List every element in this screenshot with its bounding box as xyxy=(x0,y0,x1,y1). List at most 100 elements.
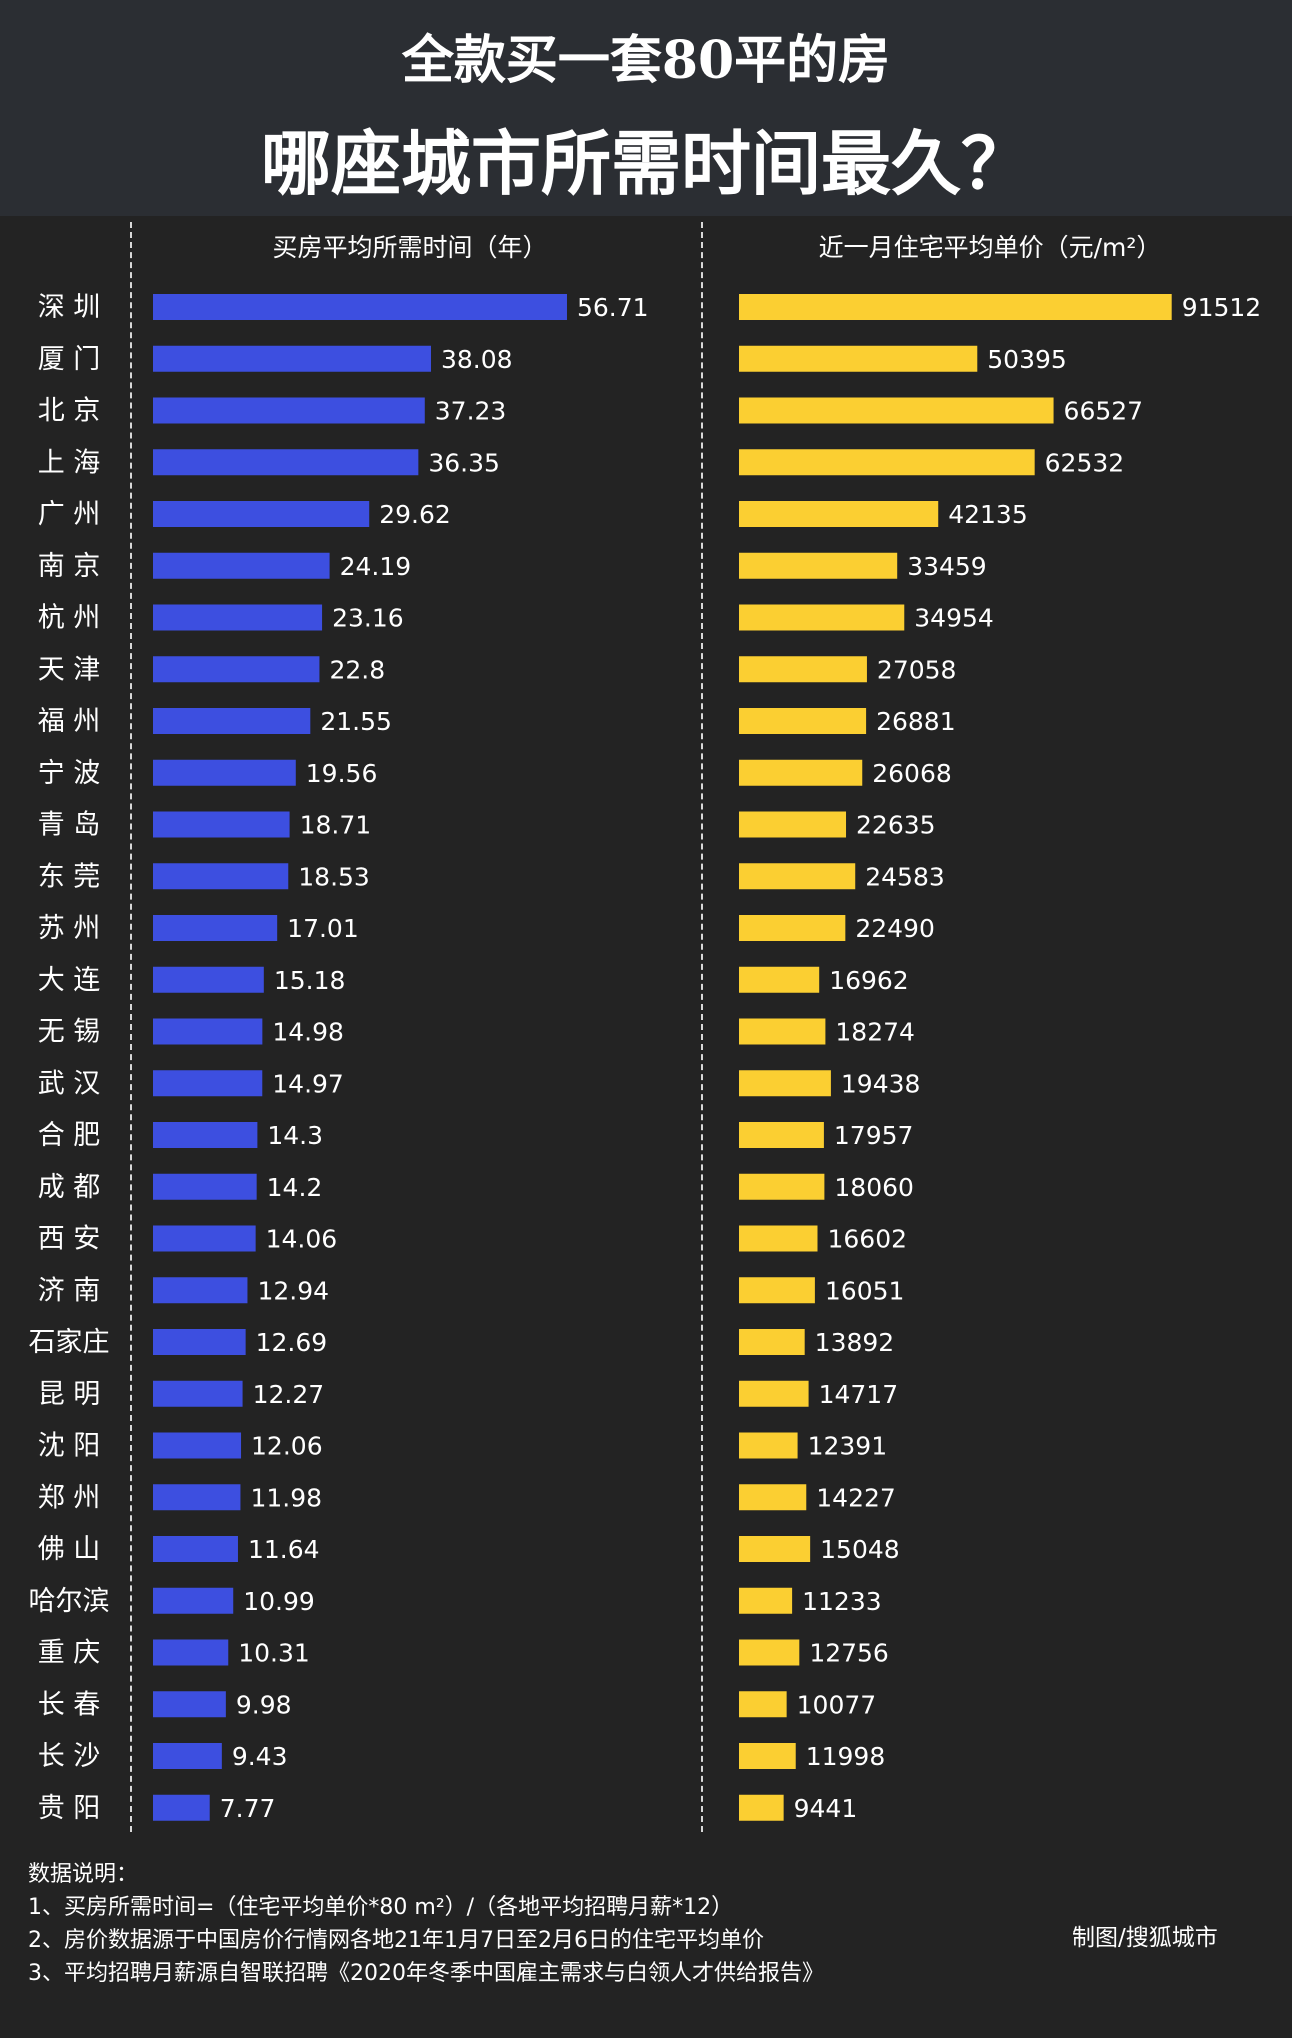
price-value-label: 62532 xyxy=(1045,448,1125,477)
price-value-label: 11998 xyxy=(806,1742,886,1771)
years-value-label: 11.98 xyxy=(250,1483,322,1512)
city-label: 北 京 xyxy=(38,396,101,427)
years-value-label: 19.56 xyxy=(306,759,378,788)
years-value-label: 15.18 xyxy=(274,966,346,995)
city-label: 佛 山 xyxy=(38,1534,101,1565)
price-bar xyxy=(739,1018,826,1045)
city-label: 东 莞 xyxy=(38,861,101,892)
price-value-label: 27058 xyxy=(877,655,957,684)
price-value-label: 11233 xyxy=(802,1587,882,1616)
city-label: 石家庄 xyxy=(29,1327,110,1358)
years-value-label: 56.71 xyxy=(577,293,649,322)
years-bar xyxy=(153,1484,241,1511)
years-value-label: 9.98 xyxy=(236,1690,292,1719)
city-label: 昆 明 xyxy=(38,1379,101,1410)
price-bar xyxy=(739,1639,800,1666)
years-bar xyxy=(153,1018,263,1045)
years-value-label: 14.97 xyxy=(272,1069,344,1098)
price-value-label: 12756 xyxy=(809,1639,889,1668)
years-value-label: 18.71 xyxy=(300,811,372,840)
price-bar xyxy=(739,1122,824,1148)
years-bar xyxy=(153,1329,246,1355)
price-value-label: 18060 xyxy=(834,1173,914,1202)
price-bar xyxy=(739,1484,807,1511)
years-chart-title: 买房平均所需时间（年） xyxy=(272,233,548,262)
years-value-label: 12.27 xyxy=(253,1380,325,1409)
years-value-label: 14.06 xyxy=(266,1225,338,1254)
price-value-label: 22490 xyxy=(855,914,935,943)
title-line-1: 全款买一套80平的房 xyxy=(401,30,891,91)
price-value-label: 14227 xyxy=(816,1483,896,1512)
price-value-label: 24583 xyxy=(865,862,945,891)
city-label: 长 春 xyxy=(38,1689,101,1720)
city-label: 沈 阳 xyxy=(38,1431,101,1462)
city-label: 上 海 xyxy=(38,447,101,478)
price-value-label: 9441 xyxy=(794,1794,858,1823)
years-value-label: 7.77 xyxy=(220,1794,276,1823)
years-value-label: 22.8 xyxy=(329,655,385,684)
price-value-label: 15048 xyxy=(820,1535,900,1564)
city-label: 深 圳 xyxy=(38,292,101,323)
city-label: 西 安 xyxy=(38,1224,101,1255)
city-label: 郑 州 xyxy=(38,1482,101,1513)
price-bar xyxy=(739,501,939,527)
city-label: 长 沙 xyxy=(38,1741,101,1772)
city-label: 重 庆 xyxy=(38,1638,101,1669)
years-value-label: 10.99 xyxy=(243,1587,315,1616)
years-bar xyxy=(153,1225,256,1252)
notes-line-1: 1、买房所需时间=（住宅平均单价*80 m²）/（各地平均招聘月薪*12） xyxy=(28,1895,734,1920)
city-label: 成 都 xyxy=(38,1172,101,1203)
city-label: 厦 门 xyxy=(38,344,101,375)
city-label: 宁 波 xyxy=(38,758,101,789)
price-value-label: 42135 xyxy=(948,500,1028,529)
header-banner: 全款买一套80平的房 哪座城市所需时间最久？ xyxy=(0,0,1292,216)
years-bar xyxy=(153,604,323,631)
years-bar xyxy=(153,1691,226,1718)
years-bar xyxy=(153,708,311,734)
chart-credit: 制图/搜狐城市 xyxy=(1072,1925,1218,1951)
title-line-2: 哪座城市所需时间最久？ xyxy=(261,122,1031,205)
price-bar xyxy=(739,759,863,786)
years-bar xyxy=(153,915,278,941)
price-value-label: 12391 xyxy=(808,1432,888,1461)
years-value-label: 14.98 xyxy=(272,1018,344,1047)
price-bar xyxy=(739,1070,831,1097)
price-bar xyxy=(739,863,856,890)
city-label: 广 州 xyxy=(38,499,101,530)
city-label: 福 州 xyxy=(38,706,101,737)
years-value-label: 12.69 xyxy=(256,1328,328,1357)
price-value-label: 13892 xyxy=(815,1328,895,1357)
years-value-label: 17.01 xyxy=(287,914,359,943)
years-bar xyxy=(153,1536,238,1562)
price-bar xyxy=(739,1277,815,1304)
years-bar xyxy=(153,1432,242,1459)
price-value-label: 14717 xyxy=(819,1380,899,1409)
price-bar xyxy=(739,1329,805,1355)
years-bar xyxy=(153,552,330,579)
price-bar xyxy=(739,294,1172,320)
years-value-label: 21.55 xyxy=(320,707,392,736)
price-bar xyxy=(739,397,1054,424)
years-value-label: 10.31 xyxy=(238,1639,310,1668)
years-value-label: 36.35 xyxy=(428,448,500,477)
price-bar xyxy=(739,449,1035,476)
price-value-label: 66527 xyxy=(1064,397,1144,426)
years-bar xyxy=(153,449,419,476)
years-bar xyxy=(153,811,290,838)
price-value-label: 34954 xyxy=(914,604,994,633)
years-value-label: 23.16 xyxy=(332,604,404,633)
years-bar xyxy=(153,1587,234,1614)
city-label: 贵 阳 xyxy=(38,1793,101,1824)
price-value-label: 22635 xyxy=(856,811,936,840)
notes-line-2: 2、房价数据源于中国房价行情网各地21年1月7日至2月6日的住宅平均单价 xyxy=(28,1928,764,1953)
price-chart-title: 近一月住宅平均单价（元/m²） xyxy=(818,233,1162,262)
price-bar xyxy=(739,1432,798,1459)
data-notes: 数据说明： 1、买房所需时间=（住宅平均单价*80 m²）/（各地平均招聘月薪*… xyxy=(28,1858,824,1990)
years-value-label: 29.62 xyxy=(379,500,451,529)
price-bar xyxy=(739,1380,809,1407)
city-label: 哈尔滨 xyxy=(29,1586,110,1617)
price-bar xyxy=(739,345,978,372)
years-value-label: 38.08 xyxy=(441,345,513,374)
city-label: 合 肥 xyxy=(38,1120,101,1151)
city-label: 南 京 xyxy=(38,551,101,582)
